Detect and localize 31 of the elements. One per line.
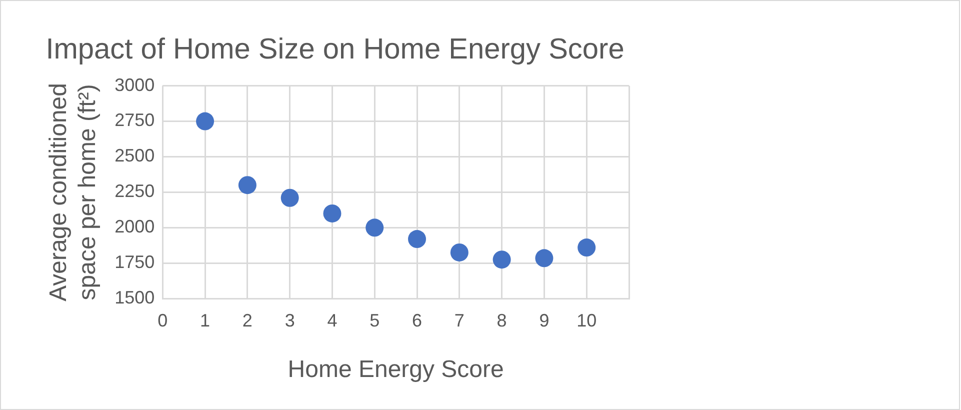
- x-tick-label: 6: [412, 310, 422, 330]
- y-tick-label: 2000: [114, 216, 155, 237]
- point: [280, 188, 299, 207]
- x-tick-label: 9: [539, 310, 550, 330]
- point: [366, 218, 384, 237]
- y-tick-label: 2750: [114, 110, 155, 130]
- point: [535, 249, 554, 268]
- point: [196, 112, 214, 130]
- x-tick-label: 7: [454, 310, 464, 330]
- x-tick-label: 10: [576, 310, 597, 330]
- point: [492, 250, 511, 269]
- point: [238, 176, 256, 194]
- y-tick-label: 1500: [114, 288, 155, 308]
- x-tick-label: 8: [496, 310, 507, 330]
- point: [408, 230, 426, 248]
- x-tick-label: 2: [242, 310, 252, 330]
- x-tick-label: 4: [327, 310, 338, 330]
- point: [323, 204, 342, 222]
- y-axis-title: Average conditioned space per home (ft²): [45, 83, 101, 302]
- y-tick-label: 1750: [114, 252, 155, 272]
- x-tick-label: 5: [370, 310, 380, 330]
- x-tick-label: 0: [158, 310, 168, 330]
- y-tick-label: 3000: [114, 74, 155, 95]
- x-tick-label: 1: [200, 310, 210, 330]
- x-tick-label: 3: [284, 310, 295, 330]
- chart-title: Impact of Home Size on Home Energy Score: [46, 33, 624, 66]
- y-tick-label: 2250: [114, 181, 155, 202]
- x-axis-title: Home Energy Score: [288, 356, 504, 384]
- y-tick-label: 2500: [114, 146, 155, 166]
- point: [578, 238, 596, 257]
- point: [450, 243, 468, 262]
